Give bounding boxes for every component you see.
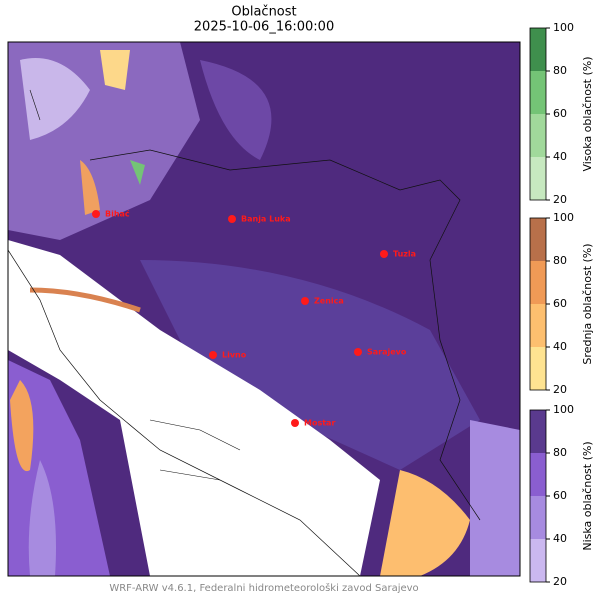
footer: WRF-ARW v4.6.1, Federalni hidrometeorolo… [109, 582, 418, 594]
colorbar-tick-label: 80 [553, 446, 567, 459]
colorbar-tick-label: 60 [553, 107, 567, 120]
city-label: Banja Luka [241, 215, 291, 224]
colorbar-tick-label: 20 [553, 575, 567, 588]
colorbar-tick-label: 100 [553, 211, 574, 224]
title: Oblačnost [231, 5, 296, 20]
city-label: Sarajevo [367, 348, 407, 357]
colorbar-segment [530, 157, 546, 200]
colorbar-tick-label: 80 [553, 64, 567, 77]
colorbar-label: Srednja oblačnost (%) [581, 243, 594, 364]
city-marker [228, 215, 236, 223]
colorbar-tick-label: 60 [553, 297, 567, 310]
city-marker [291, 419, 299, 427]
colorbar-segment [530, 114, 546, 157]
colorbar-tick-label: 20 [553, 383, 567, 396]
colorbar-segment [530, 410, 546, 453]
colorbar-segment [530, 539, 546, 582]
colorbar-tick-label: 60 [553, 489, 567, 502]
colorbar-segment [530, 304, 546, 347]
colorbar-label: Niska oblačnost (%) [581, 441, 594, 550]
map-frame [7, 41, 521, 577]
colorbar-tick-label: 20 [553, 193, 567, 206]
colorbar-tick-label: 40 [553, 340, 567, 353]
city-label: Tuzla [393, 250, 416, 259]
city-marker [354, 348, 362, 356]
city-label: Zenica [314, 297, 344, 306]
city-marker [209, 351, 217, 359]
colorbar-segment [530, 347, 546, 390]
colorbar-tick-label: 40 [553, 532, 567, 545]
colorbar-tick-label: 100 [553, 403, 574, 416]
colorbar-segment [530, 261, 546, 304]
colorbar-segment [530, 28, 546, 71]
city-marker [380, 250, 388, 258]
city-marker [301, 297, 309, 305]
colorbar-segment [530, 71, 546, 114]
city-marker [92, 210, 100, 218]
colorbar-label: Visoka oblačnost (%) [581, 56, 594, 171]
subtitle: 2025-10-06_16:00:00 [194, 20, 334, 35]
colorbar-segment [530, 496, 546, 539]
colorbar-segment [530, 218, 546, 261]
colorbar-tick-label: 80 [553, 254, 567, 267]
colorbar-tick-label: 100 [553, 21, 574, 34]
city-label: Livno [222, 351, 247, 360]
city-label: Mostar [304, 419, 335, 428]
map [8, 42, 520, 576]
colorbar-tick-label: 40 [553, 150, 567, 163]
city-label: Bihać [105, 209, 130, 219]
colorbar-segment [530, 453, 546, 496]
